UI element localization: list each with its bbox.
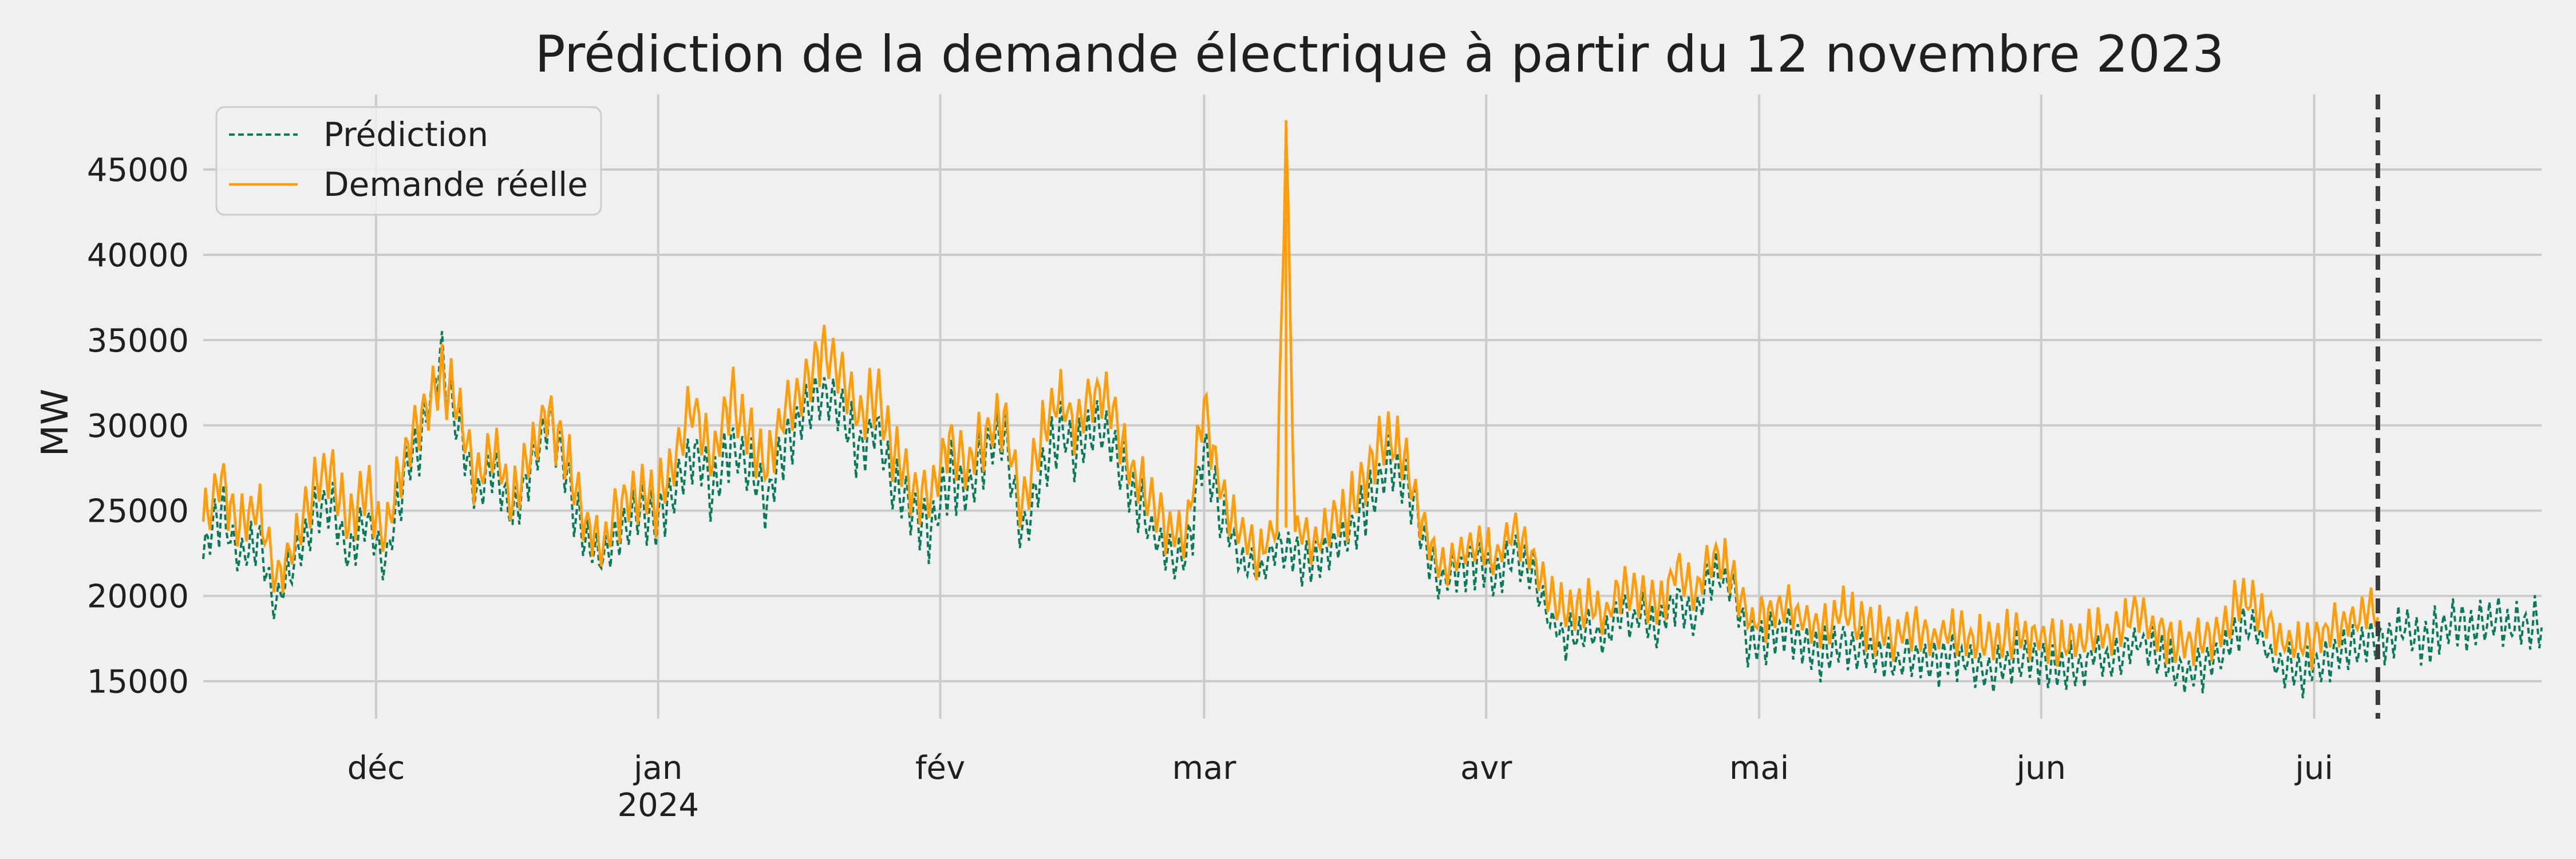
series-line-actual	[202, 127, 2380, 671]
y-axis-label: MW	[34, 389, 77, 457]
axis-ticks: 15000 20000 25000 30000 35000 40000 45000 déc ja…	[87, 152, 2333, 824]
series-lines	[202, 120, 2543, 699]
y-tick-label: 40000	[87, 237, 189, 274]
legend-label-actual: Demande réelle	[323, 165, 588, 204]
x-tick-label: jan	[633, 750, 682, 787]
y-tick-label: 25000	[87, 493, 189, 530]
x-tick-label: mar	[1172, 750, 1236, 787]
legend-label-prediction: Prédiction	[323, 115, 488, 154]
legend-box	[215, 106, 602, 216]
y-tick-label: 30000	[87, 408, 189, 445]
x-tick-label: fév	[915, 750, 965, 787]
x-tick-label: avr	[1460, 750, 1512, 787]
x-tick-label: jui	[2294, 750, 2333, 787]
y-tick-label: 15000	[87, 663, 189, 700]
x-tick-label: mai	[1729, 750, 1789, 787]
series-line-prediction	[202, 331, 2543, 699]
legend: Prédiction Demande réelle	[215, 106, 602, 216]
y-tick-label: 20000	[87, 578, 189, 616]
x-tick-label: jun	[2016, 750, 2067, 787]
x-tick-sublabel: 2024	[617, 787, 699, 824]
chart-title: Prédiction de la demande électrique à pa…	[535, 25, 2224, 84]
y-tick-label: 45000	[87, 152, 189, 189]
x-tick-label: déc	[347, 750, 405, 787]
y-tick-label: 35000	[87, 322, 189, 360]
